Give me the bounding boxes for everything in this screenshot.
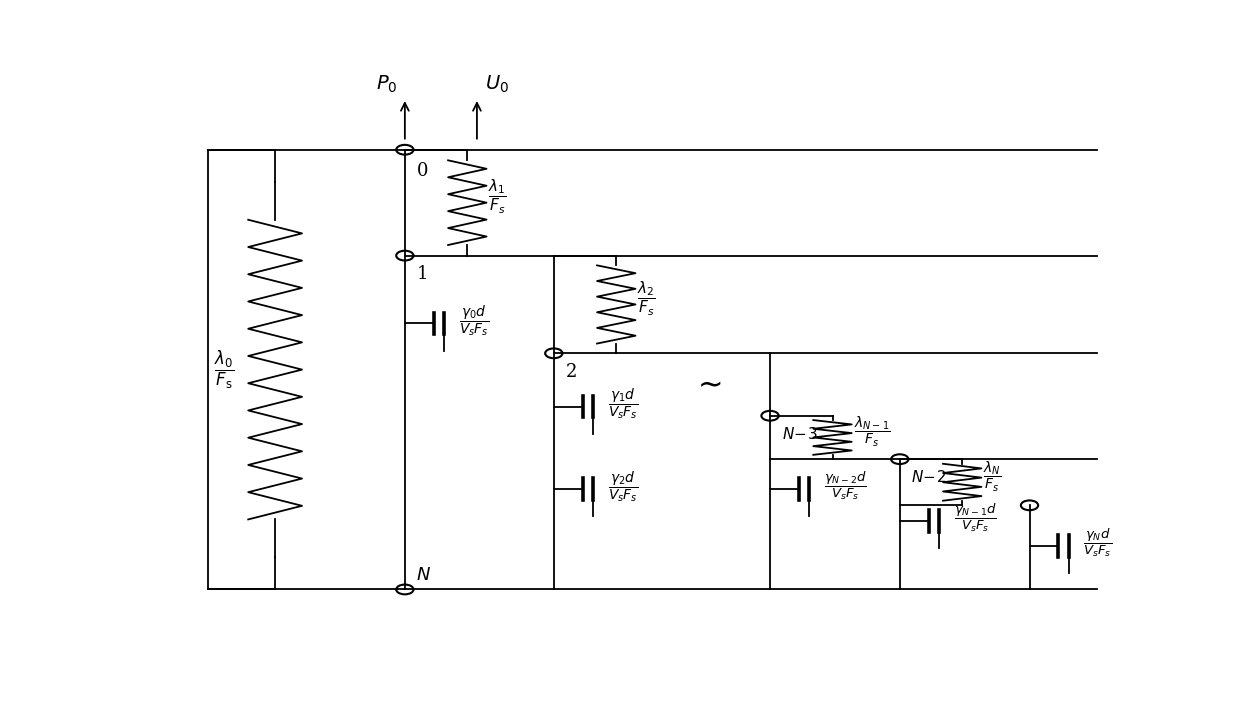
Text: $\dfrac{\lambda_0}{F_{\rm s}}$: $\dfrac{\lambda_0}{F_{\rm s}}$ [213, 348, 234, 391]
Text: $\dfrac{\lambda_{N-1}}{F_s}$: $\dfrac{\lambda_{N-1}}{F_s}$ [853, 415, 890, 449]
Text: $\dfrac{\gamma_2 d}{V_s F_s}$: $\dfrac{\gamma_2 d}{V_s F_s}$ [608, 469, 639, 503]
Text: $\sim$: $\sim$ [692, 368, 723, 398]
Text: 1: 1 [417, 265, 428, 283]
Text: $N\!-\!3$: $N\!-\!3$ [781, 426, 817, 441]
Text: $U_0$: $U_0$ [485, 74, 508, 95]
Text: $N$: $N$ [417, 566, 432, 584]
Text: $\dfrac{\gamma_0 d}{V_s F_s}$: $\dfrac{\gamma_0 d}{V_s F_s}$ [459, 303, 489, 338]
Text: $\dfrac{\gamma_1 d}{V_s F_s}$: $\dfrac{\gamma_1 d}{V_s F_s}$ [608, 386, 639, 421]
Text: $\dfrac{\gamma_{N-2} d}{V_s F_s}$: $\dfrac{\gamma_{N-2} d}{V_s F_s}$ [823, 470, 867, 503]
Text: $\dfrac{\lambda_N}{F_s}$: $\dfrac{\lambda_N}{F_s}$ [983, 460, 1002, 494]
Text: $\dfrac{\lambda_2}{F_s}$: $\dfrac{\lambda_2}{F_s}$ [637, 280, 656, 318]
Text: 2: 2 [565, 363, 577, 381]
Text: $P_0$: $P_0$ [376, 74, 397, 95]
Text: $N\!-\!2$: $N\!-\!2$ [911, 469, 946, 485]
Text: $\dfrac{\gamma_{N-1} d}{V_s F_s}$: $\dfrac{\gamma_{N-1} d}{V_s F_s}$ [954, 502, 997, 534]
Text: 0: 0 [417, 161, 428, 180]
Text: $\dfrac{\gamma_N d}{V_s F_s}$: $\dfrac{\gamma_N d}{V_s F_s}$ [1084, 527, 1112, 560]
Text: $\dfrac{\lambda_1}{F_s}$: $\dfrac{\lambda_1}{F_s}$ [489, 178, 507, 216]
